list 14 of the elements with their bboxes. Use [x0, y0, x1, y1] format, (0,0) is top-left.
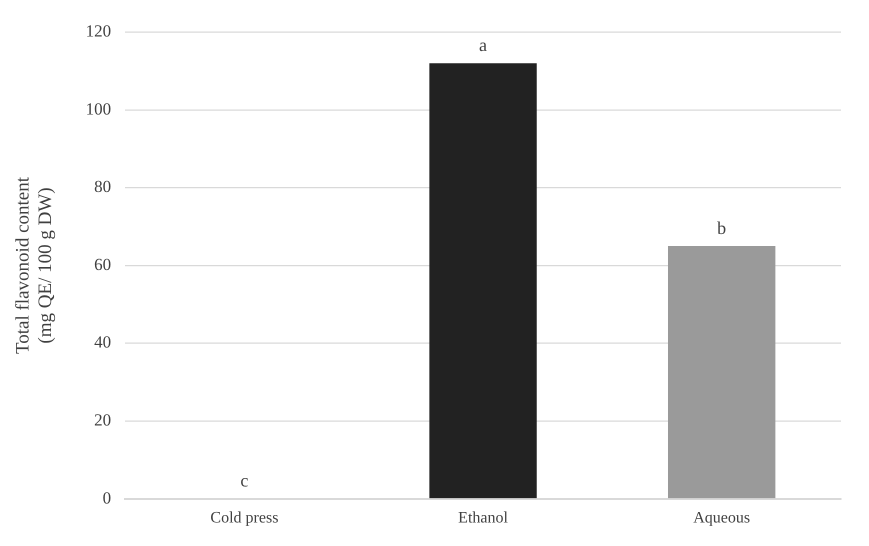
y-tick-label: 40 — [94, 332, 112, 352]
x-tick-label: Ethanol — [458, 510, 508, 527]
y-tick-label: 20 — [94, 410, 112, 430]
x-tick-label: Aqueous — [693, 510, 750, 527]
x-tick-label: Cold press — [210, 510, 278, 527]
annotation: b — [717, 218, 726, 238]
y-axis-title: Total flavonoid content (mg QE/ 100 g DW) — [12, 176, 56, 354]
y-tick-label: 0 — [102, 488, 112, 508]
y-tick-label: 100 — [86, 99, 112, 118]
annotation: c — [240, 470, 248, 491]
y-tick-label: 120 — [86, 22, 112, 41]
y-tick-label: 60 — [94, 254, 112, 274]
annotation: a — [479, 35, 488, 56]
y-tick-label: 80 — [94, 177, 112, 196]
